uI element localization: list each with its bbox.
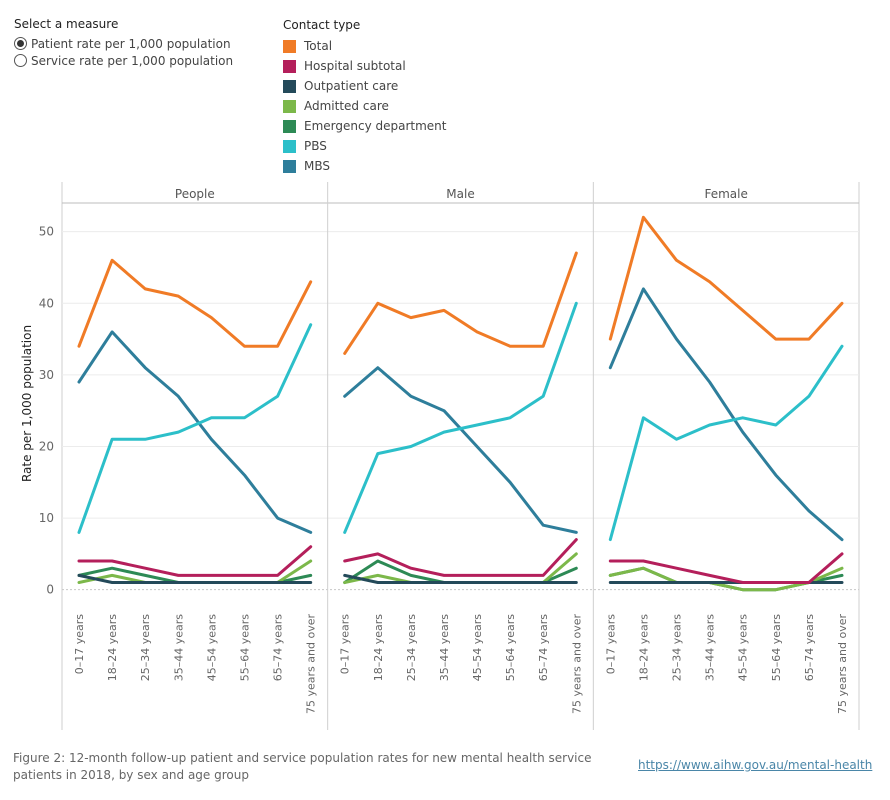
x-tick-label: 18–24 years [106,614,119,682]
series-line [77,323,313,534]
x-tick-label: 65–74 years [803,614,816,682]
series-line [608,215,844,341]
y-tick-label: 50 [39,225,54,239]
radio-selected-icon[interactable] [14,37,27,50]
x-tick-label: 75 years and over [570,614,583,714]
x-tick-label: 65–74 years [272,614,285,682]
panel-title: Female [704,187,747,201]
series-line [343,301,578,534]
x-tick-label: 0–17 years [604,614,617,675]
x-tick-label: 35–44 years [172,614,185,682]
x-tick-label: 18–24 years [637,614,650,682]
radio-service-rate[interactable]: Service rate per 1,000 population [14,52,233,69]
series-line [343,559,578,584]
y-tick-label: 40 [39,296,54,310]
legend-label: Admitted care [304,99,389,113]
legend-label: Total [304,39,333,53]
panel-title: Male [446,187,474,201]
series-line [343,573,578,584]
x-tick-label: 75 years and over [305,614,318,714]
series-line [608,552,844,584]
legend: Contact type Total Hospital subtotal Outpa… [283,18,447,176]
legend-label: Emergency department [304,119,447,133]
series-line [77,559,313,584]
x-tick-label: 18–24 years [372,614,385,682]
y-tick-label: 20 [39,439,54,453]
legend-title: Contact type [283,18,361,32]
series-line [343,538,578,577]
x-tick-label: 45–54 years [471,614,484,682]
x-tick-label: 45–54 years [737,614,750,682]
y-axis-label: Rate per 1,000 population [20,325,34,482]
x-tick-label: 55–64 years [770,614,783,682]
legend-label: Hospital subtotal [304,59,406,73]
legend-item[interactable]: PBS [283,136,447,156]
series-line [77,545,313,577]
legend-item[interactable]: Admitted care [283,96,447,116]
legend-swatch [283,39,296,53]
x-tick-label: 25–34 years [671,614,684,682]
panel-title: People [175,187,215,201]
radio-patient-rate-label: Patient rate per 1,000 population [31,36,231,51]
x-tick-label: 45–54 years [205,614,218,682]
legend-label: Outpatient care [304,79,399,93]
x-tick-label: 35–44 years [438,614,451,682]
series-line [343,251,578,355]
legend-swatch [283,139,296,153]
radio-unselected-icon[interactable] [14,54,27,67]
x-tick-label: 0–17 years [73,614,86,675]
legend-item[interactable]: MBS [283,156,447,176]
y-tick-label: 30 [39,368,54,382]
legend-item[interactable]: Emergency department [283,116,447,136]
series-line [343,366,578,534]
legend-item[interactable]: Hospital subtotal [283,56,447,76]
radio-patient-rate[interactable]: Patient rate per 1,000 population [14,35,233,52]
series-line [608,344,844,542]
legend-item[interactable]: Outpatient care [283,76,447,96]
legend-swatch [283,159,296,173]
x-tick-label: 55–64 years [238,614,251,682]
series-line [77,258,313,348]
x-tick-label: 55–64 years [504,614,517,682]
legend-label: MBS [304,159,330,173]
x-tick-label: 65–74 years [537,614,550,682]
x-tick-label: 75 years and over [836,614,849,714]
y-tick-label: 10 [39,511,54,525]
radio-service-rate-label: Service rate per 1,000 population [31,53,234,68]
y-tick-label: 0 [46,583,54,597]
legend-swatch [283,119,296,133]
measure-selector: Select a measure Patient rate per 1,000 … [14,17,233,69]
series-line [343,552,578,584]
series-line [77,330,313,534]
x-tick-label: 25–34 years [139,614,152,682]
line-chart: 0 10 20 30 40 50 Rate per 1,000 population Peop… [20,182,860,730]
legend-item[interactable]: Total [283,36,447,56]
x-tick-label: 0–17 years [339,614,352,675]
measure-selector-title: Select a measure [14,17,119,31]
legend-swatch [283,99,296,113]
legend-swatch [283,79,296,93]
legend-label: PBS [304,139,327,153]
figure-caption: Figure 2: 12-month follow-up patient and… [13,751,592,782]
legend-swatch [283,59,296,73]
x-tick-label: 35–44 years [704,614,717,682]
x-tick-label: 25–34 years [405,614,418,682]
series-line [77,573,313,584]
source-link[interactable]: https://www.aihw.gov.au/mental-health [638,758,873,772]
series-line [608,287,844,542]
